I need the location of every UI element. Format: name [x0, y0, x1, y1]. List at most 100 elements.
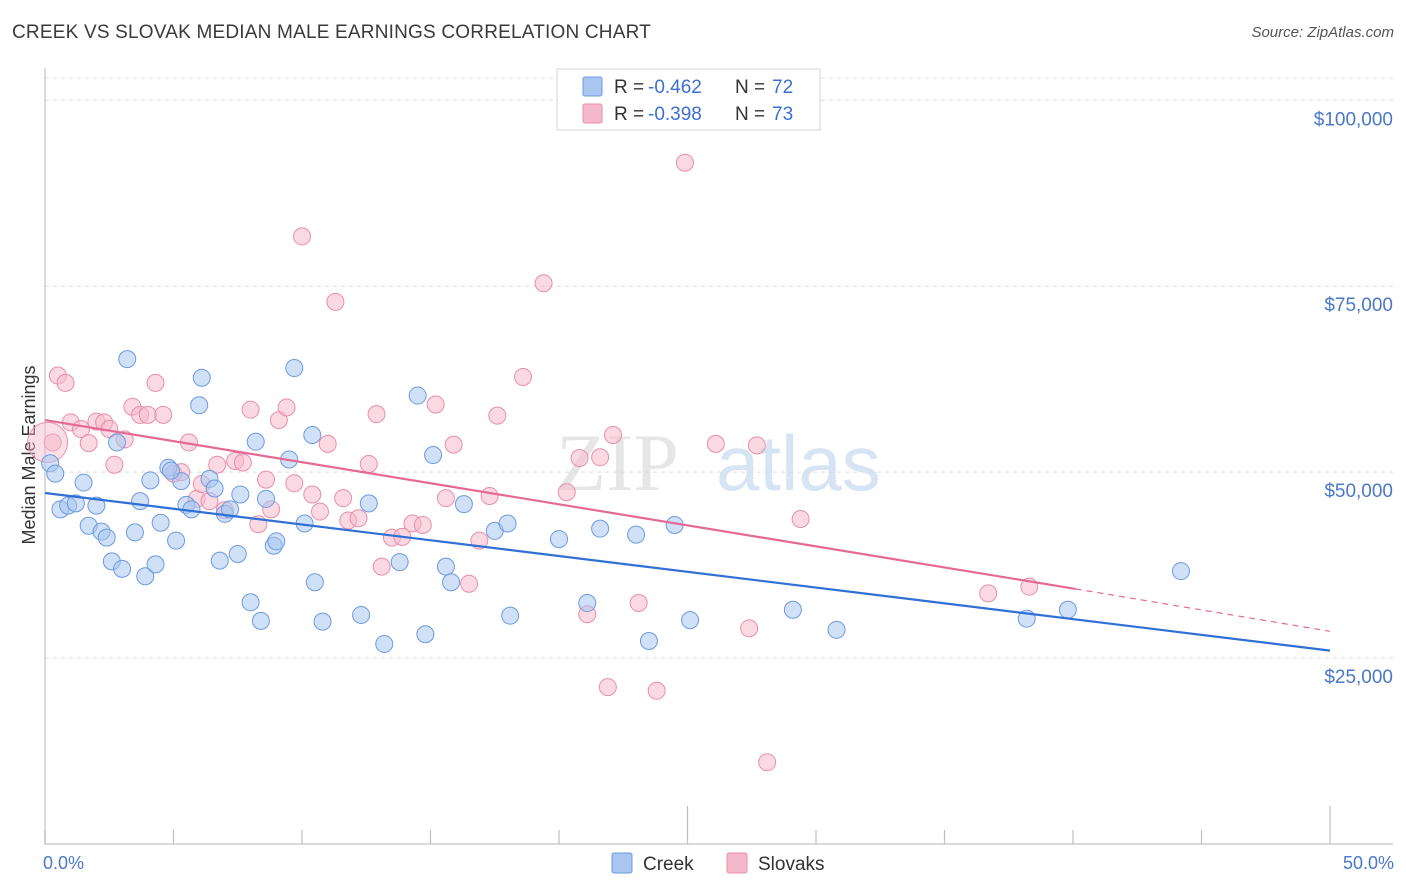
y-tick-labels: $25,000 $50,000 $75,000 $100,000	[1314, 109, 1393, 688]
slovak-point	[105, 455, 124, 474]
slovak-point	[208, 455, 227, 474]
chart-title: CREEK VS SLOVAK MEDIAN MALE EARNINGS COR…	[12, 22, 651, 43]
creek-point	[221, 500, 240, 519]
slovak-point	[436, 489, 455, 508]
slovak-point	[488, 406, 507, 425]
creek-point	[192, 368, 211, 387]
creek-point	[74, 473, 93, 492]
creek-point	[390, 553, 409, 572]
slovak-point	[359, 454, 378, 473]
creek-point	[161, 461, 180, 480]
creek-point	[454, 495, 473, 514]
creek-point	[231, 485, 250, 504]
creek-point	[141, 471, 160, 490]
creek-point	[783, 600, 802, 619]
slovak-point	[557, 483, 576, 502]
slovak-point	[426, 395, 445, 414]
creek-point	[241, 593, 260, 612]
slovak-trend-extension	[1075, 588, 1331, 632]
slovak-point	[372, 557, 391, 576]
x-ticks	[44, 806, 1331, 844]
creek-point	[627, 525, 646, 544]
y-tick-label: $25,000	[1324, 667, 1393, 688]
creek-point	[190, 396, 209, 415]
creek-point	[1058, 600, 1077, 619]
slovak-point	[233, 453, 252, 472]
creek-point	[501, 606, 520, 625]
creek-point	[436, 557, 455, 576]
creek-point	[228, 544, 247, 563]
creek-point	[498, 514, 517, 533]
slovak-point	[303, 485, 322, 504]
creek-point	[375, 634, 394, 653]
slovak-n-label: N =	[735, 104, 765, 125]
creek-r-value: -0.462	[648, 77, 702, 98]
slovak-point	[758, 753, 777, 772]
source-credit: Source: ZipAtlas.com	[1251, 24, 1394, 41]
stats-legend: R = -0.462 N = 72 R = -0.398 N = 73	[556, 68, 821, 131]
creek-point	[167, 531, 186, 550]
creek-point	[46, 464, 65, 483]
creek-point	[210, 551, 229, 570]
slovak-point	[603, 425, 622, 444]
slovak-points	[27, 153, 1039, 772]
slovak-point	[706, 434, 725, 453]
creek-point	[146, 555, 165, 574]
slovak-point	[480, 486, 499, 505]
slovak-point	[514, 367, 533, 386]
creek-point	[424, 446, 443, 465]
trend-lines	[44, 419, 1331, 652]
creek-point	[359, 494, 378, 513]
slovak-series-label: Slovaks	[758, 854, 825, 875]
slovak-point	[591, 448, 610, 467]
creek-point	[107, 433, 126, 452]
creek-point	[305, 573, 324, 592]
slovak-legend-swatch	[582, 103, 603, 124]
gridlines	[45, 77, 1393, 659]
y-tick-label: $75,000	[1324, 295, 1393, 316]
slovak-point	[277, 398, 296, 417]
creek-point	[681, 611, 700, 630]
creek-point	[136, 567, 155, 586]
creek-point	[131, 492, 150, 511]
slovak-point	[349, 509, 368, 528]
creek-point	[352, 605, 371, 624]
slovak-point	[740, 619, 759, 638]
creek-point	[639, 631, 658, 650]
creek-points	[41, 350, 1190, 653]
slovak-point	[154, 405, 173, 424]
creek-point	[303, 425, 322, 444]
creek-r-label: R =	[614, 77, 644, 98]
slovak-point	[460, 574, 479, 593]
slovak-r-value: -0.398	[648, 104, 702, 125]
creek-point	[125, 523, 144, 542]
creek-point	[408, 386, 427, 405]
creek-point	[267, 532, 286, 551]
slovak-point	[747, 436, 766, 455]
slovak-point	[56, 373, 75, 392]
creek-point	[97, 528, 116, 547]
slovak-point	[257, 470, 276, 489]
creek-point	[118, 350, 137, 369]
slovak-point	[979, 584, 998, 603]
creek-point	[151, 513, 170, 532]
creek-point	[313, 612, 332, 631]
slovak-point	[534, 274, 553, 293]
slovak-point	[241, 400, 260, 419]
creek-point	[251, 611, 270, 630]
slovak-point	[444, 435, 463, 454]
slovak-r-label: R =	[614, 104, 644, 125]
creek-point	[416, 625, 435, 644]
slovak-point	[675, 153, 694, 172]
creek-point	[591, 519, 610, 538]
slovak-n-value: 73	[772, 104, 793, 125]
creek-point	[66, 494, 85, 513]
slovak-point	[570, 449, 589, 468]
slovak-point	[629, 594, 648, 613]
creek-trend-line	[44, 491, 1331, 652]
creek-n-value: 72	[772, 77, 793, 98]
slovak-series-swatch	[726, 852, 748, 874]
y-tick-label: $50,000	[1324, 481, 1393, 502]
y-tick-label: $100,000	[1314, 109, 1393, 130]
